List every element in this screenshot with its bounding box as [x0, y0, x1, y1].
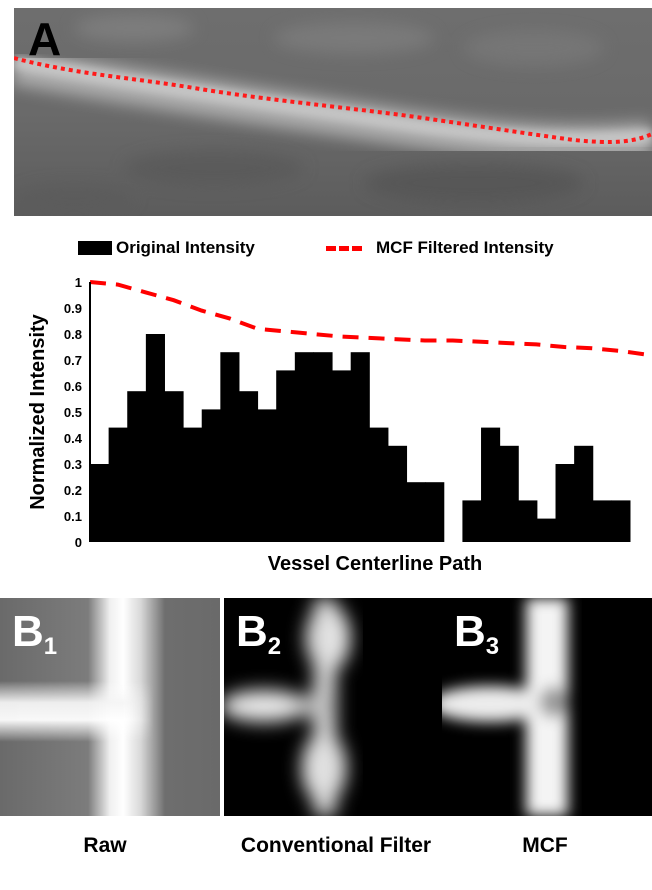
y-tick-label: 0.1 [64, 509, 82, 524]
y-tick-label: 0.2 [64, 483, 82, 498]
y-tick-label: 1 [75, 275, 82, 290]
conventional-filter-image [224, 598, 444, 816]
panel-b2-letter: B2 [236, 607, 282, 661]
intensity-bar [145, 334, 165, 542]
caption-mcf: MCF [522, 834, 568, 857]
intensity-bar [332, 370, 352, 542]
intensity-bar [425, 482, 445, 542]
intensity-bar [350, 352, 370, 542]
intensity-bar [574, 445, 594, 542]
intensity-bar [387, 445, 408, 542]
legend-swatch-mcf [326, 246, 362, 251]
intensity-bar [592, 500, 612, 542]
legend-swatch-original [78, 241, 112, 255]
legend-label-mcf: MCF Filtered Intensity [376, 238, 554, 257]
vessel-image-panel [14, 8, 652, 216]
vessel-image [14, 8, 652, 216]
vessel-centerline [14, 56, 652, 144]
intensity-bar [90, 464, 110, 542]
y-ticks: 0 0.1 0.2 0.3 0.4 0.5 0.6 0.7 0.8 0.9 1 [64, 275, 83, 550]
intensity-bar [313, 352, 333, 542]
y-tick-label: 0.6 [64, 379, 82, 394]
intensity-bar [257, 409, 277, 542]
intensity-bar [127, 391, 147, 542]
panel-b2-conventional: B2 [224, 598, 444, 816]
intensity-bar [462, 500, 482, 542]
intensity-bar [518, 500, 538, 542]
intensity-chart: 0 0.1 0.2 0.3 0.4 0.5 0.6 0.7 0.8 0.9 1 Normalized… [0, 268, 652, 588]
intensity-bar [201, 409, 221, 542]
x-axis-title: Vessel Centerline Path [268, 553, 483, 575]
intensity-bar [294, 352, 314, 542]
intensity-bar [369, 427, 389, 542]
mcf-image [442, 598, 652, 816]
y-axis-title: Normalized Intensity [27, 313, 49, 509]
y-tick-label: 0.3 [64, 457, 82, 472]
y-tick-label: 0.8 [64, 327, 82, 342]
intensity-bar [499, 445, 519, 542]
panel-b1-letter: B1 [12, 607, 58, 661]
intensity-bar [183, 427, 203, 542]
y-tick-label: 0.5 [64, 405, 82, 420]
intensity-bar [481, 427, 501, 542]
caption-conventional-filter: Conventional Filter [240, 834, 432, 857]
bars-group [90, 334, 631, 542]
intensity-bar [164, 391, 184, 542]
intensity-bar [611, 500, 631, 542]
intensity-bar [536, 518, 557, 542]
raw-image [0, 598, 220, 816]
intensity-bar [276, 370, 296, 542]
y-tick-label: 0.4 [64, 431, 83, 446]
y-tick-label: 0.7 [64, 353, 82, 368]
panel-a-letter: A [28, 13, 62, 65]
intensity-chart-svg: 0 0.1 0.2 0.3 0.4 0.5 0.6 0.7 0.8 0.9 1 Normalized… [27, 275, 649, 575]
intensity-bar [108, 427, 128, 542]
intensity-bar [406, 482, 426, 542]
legend-label-original: Original Intensity [116, 238, 255, 257]
intensity-bar [220, 352, 240, 542]
panel-b3-mcf: B3 [442, 598, 652, 816]
intensity-bar [238, 391, 259, 542]
chart-legend: Original Intensity MCF Filtered Intensit… [78, 236, 638, 262]
mcf-line-group [89, 280, 649, 357]
y-tick-label: 0.9 [64, 301, 82, 316]
intensity-bar [555, 464, 575, 542]
panel-b3-letter: B3 [454, 607, 500, 661]
y-tick-label: 0 [75, 535, 82, 550]
panel-b1-raw: B1 [0, 598, 220, 816]
mcf-filtered-line [89, 280, 649, 357]
caption-raw: Raw [83, 834, 127, 857]
